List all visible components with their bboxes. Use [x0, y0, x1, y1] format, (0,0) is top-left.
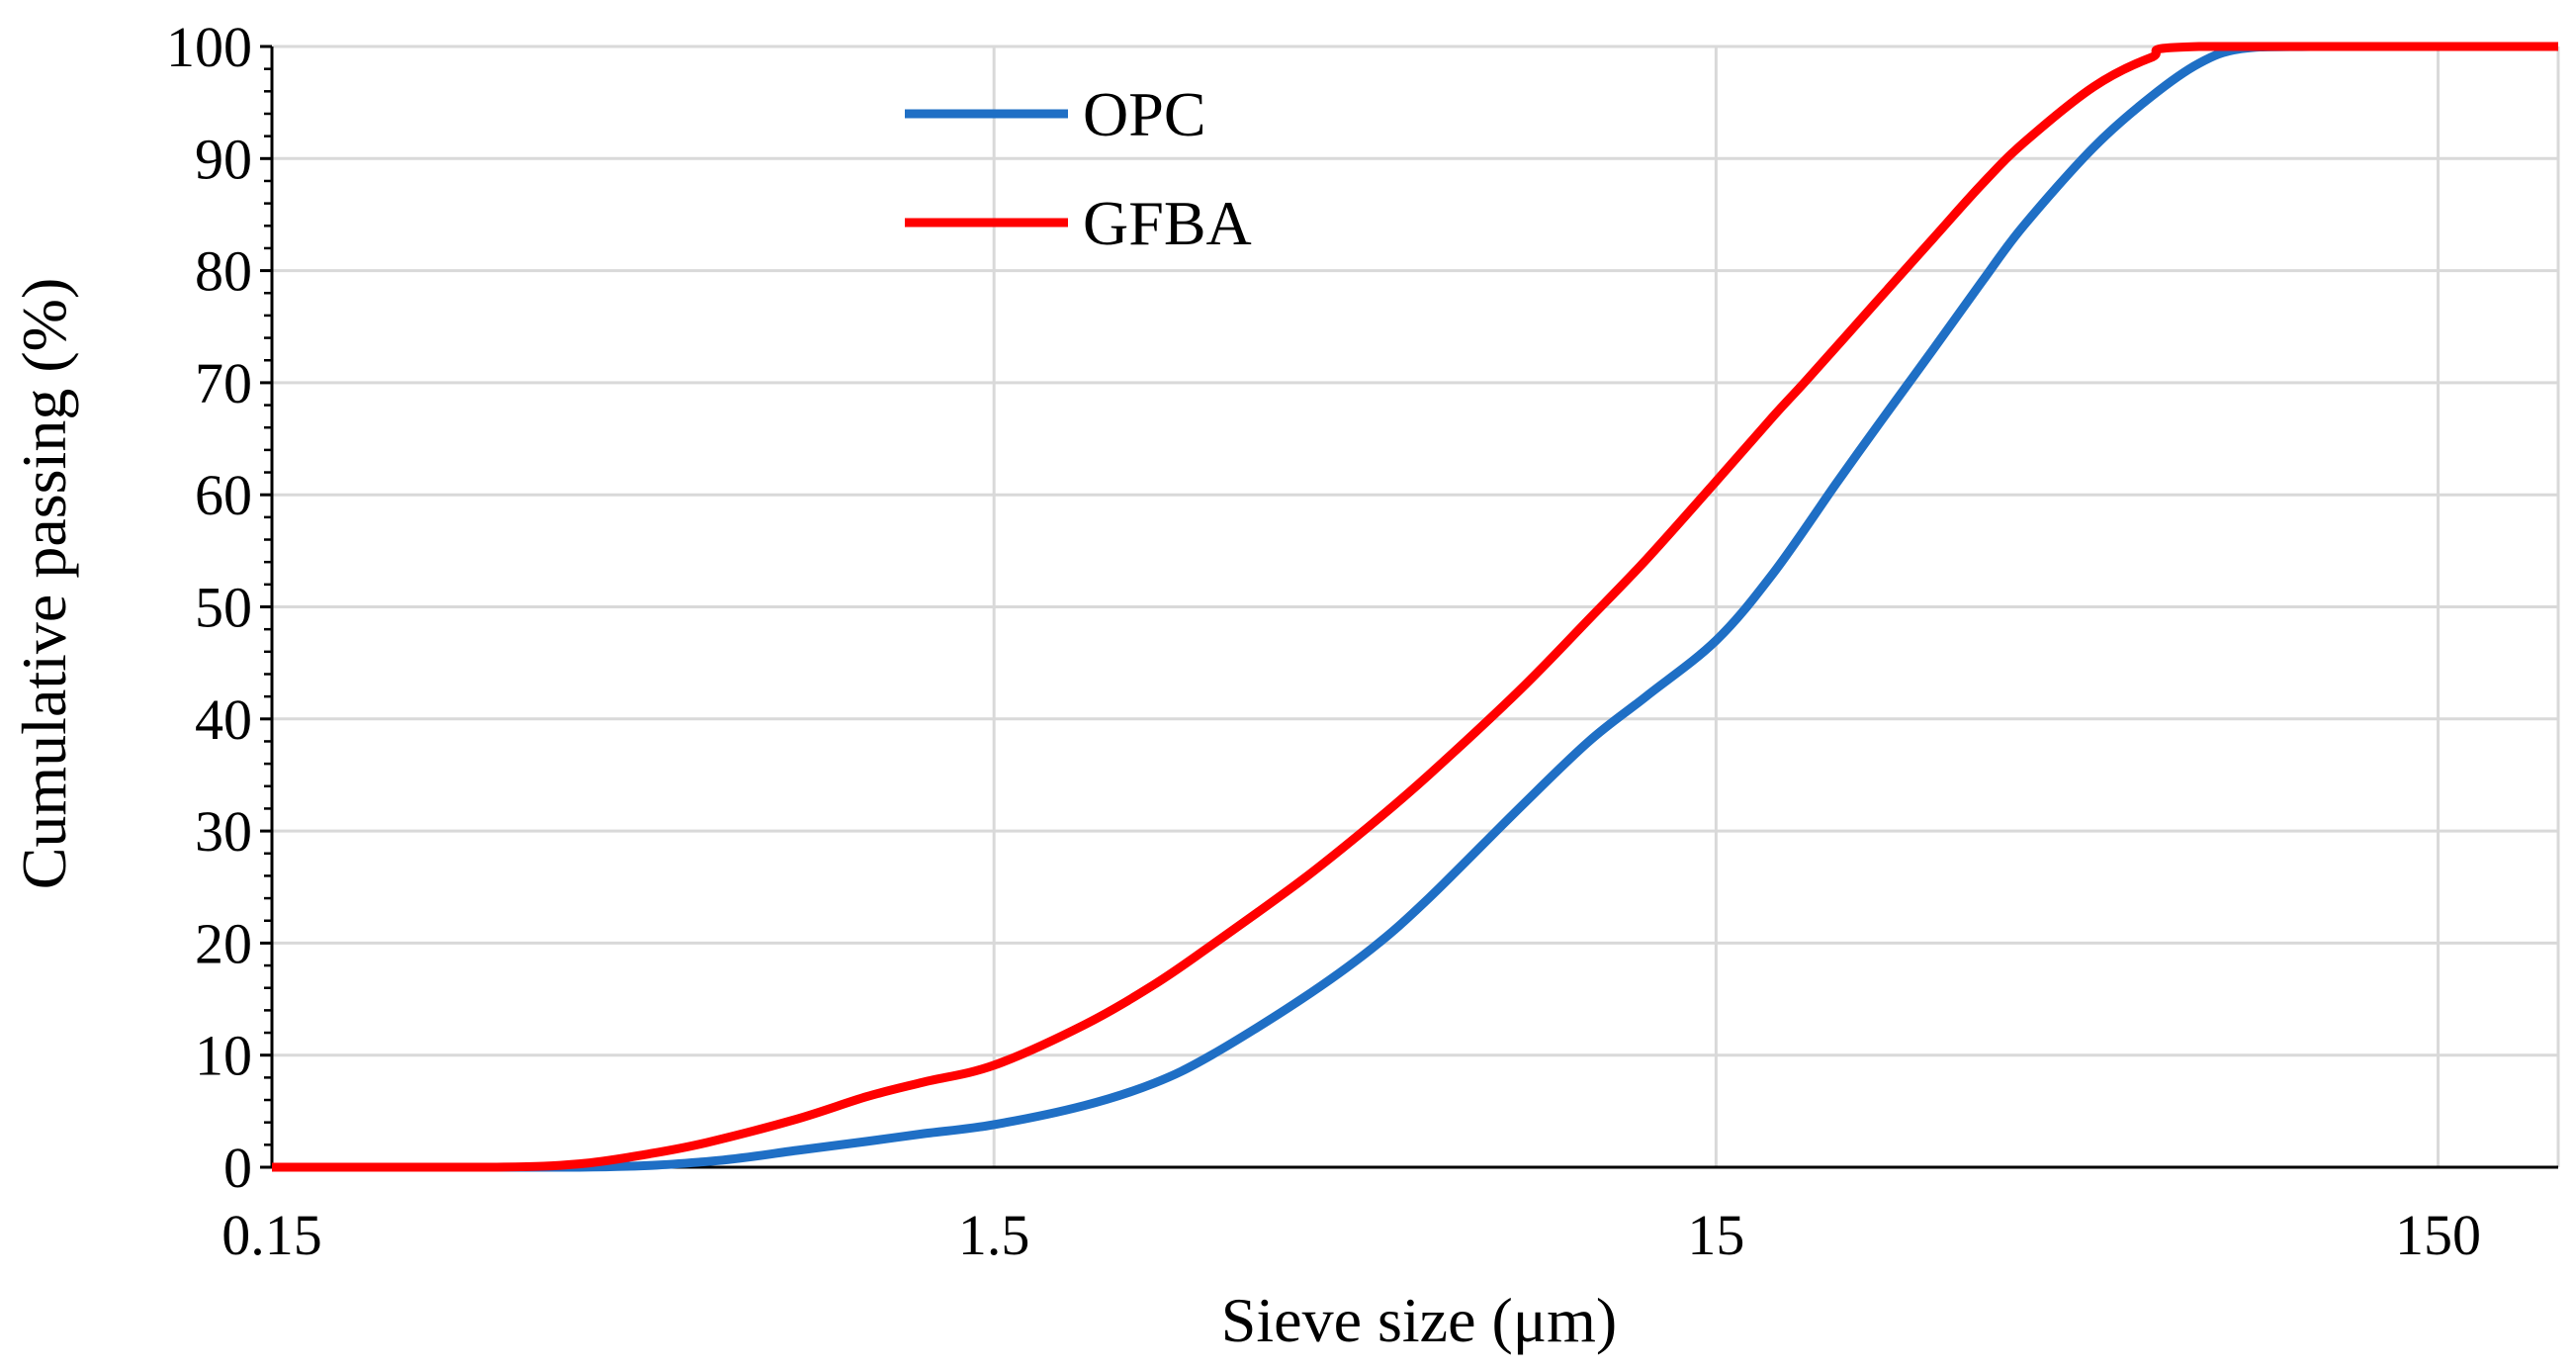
x-axis-title: Sieve size (μm)	[1221, 1285, 1617, 1355]
y-tick-label: 80	[195, 239, 252, 304]
series-line-opc	[272, 42, 2558, 1172]
labels: 0 10 20 30 40 50 60 70 80 90 100 0.15 1.5 15 150	[166, 15, 2481, 1267]
legend-label-gfba: GFBA	[1083, 188, 1252, 258]
x-tick-label: 150	[2395, 1203, 2481, 1267]
y-tick-label: 30	[195, 799, 252, 864]
x-tick-label: 15	[1687, 1203, 1744, 1267]
y-tick-label: 50	[195, 576, 252, 640]
y-tick-label: 40	[195, 687, 252, 752]
y-axis-title: Cumulative passing (%)	[9, 278, 79, 890]
y-tick-label: 0	[223, 1136, 252, 1200]
legend: OPC GFBA	[905, 79, 1252, 258]
x-tick-label: 0.15	[222, 1203, 322, 1267]
legend-label-opc: OPC	[1083, 79, 1206, 149]
y-tick-label: 60	[195, 463, 252, 527]
series-line-gfba	[272, 42, 2558, 1172]
y-tick-label: 20	[195, 911, 252, 975]
series-layer	[272, 42, 2558, 1172]
y-tick-label: 100	[166, 15, 252, 79]
y-tick-label: 90	[195, 127, 252, 191]
y-tick-label: 10	[195, 1024, 252, 1088]
x-tick-label: 1.5	[958, 1203, 1030, 1267]
y-tick-label: 70	[195, 351, 252, 415]
